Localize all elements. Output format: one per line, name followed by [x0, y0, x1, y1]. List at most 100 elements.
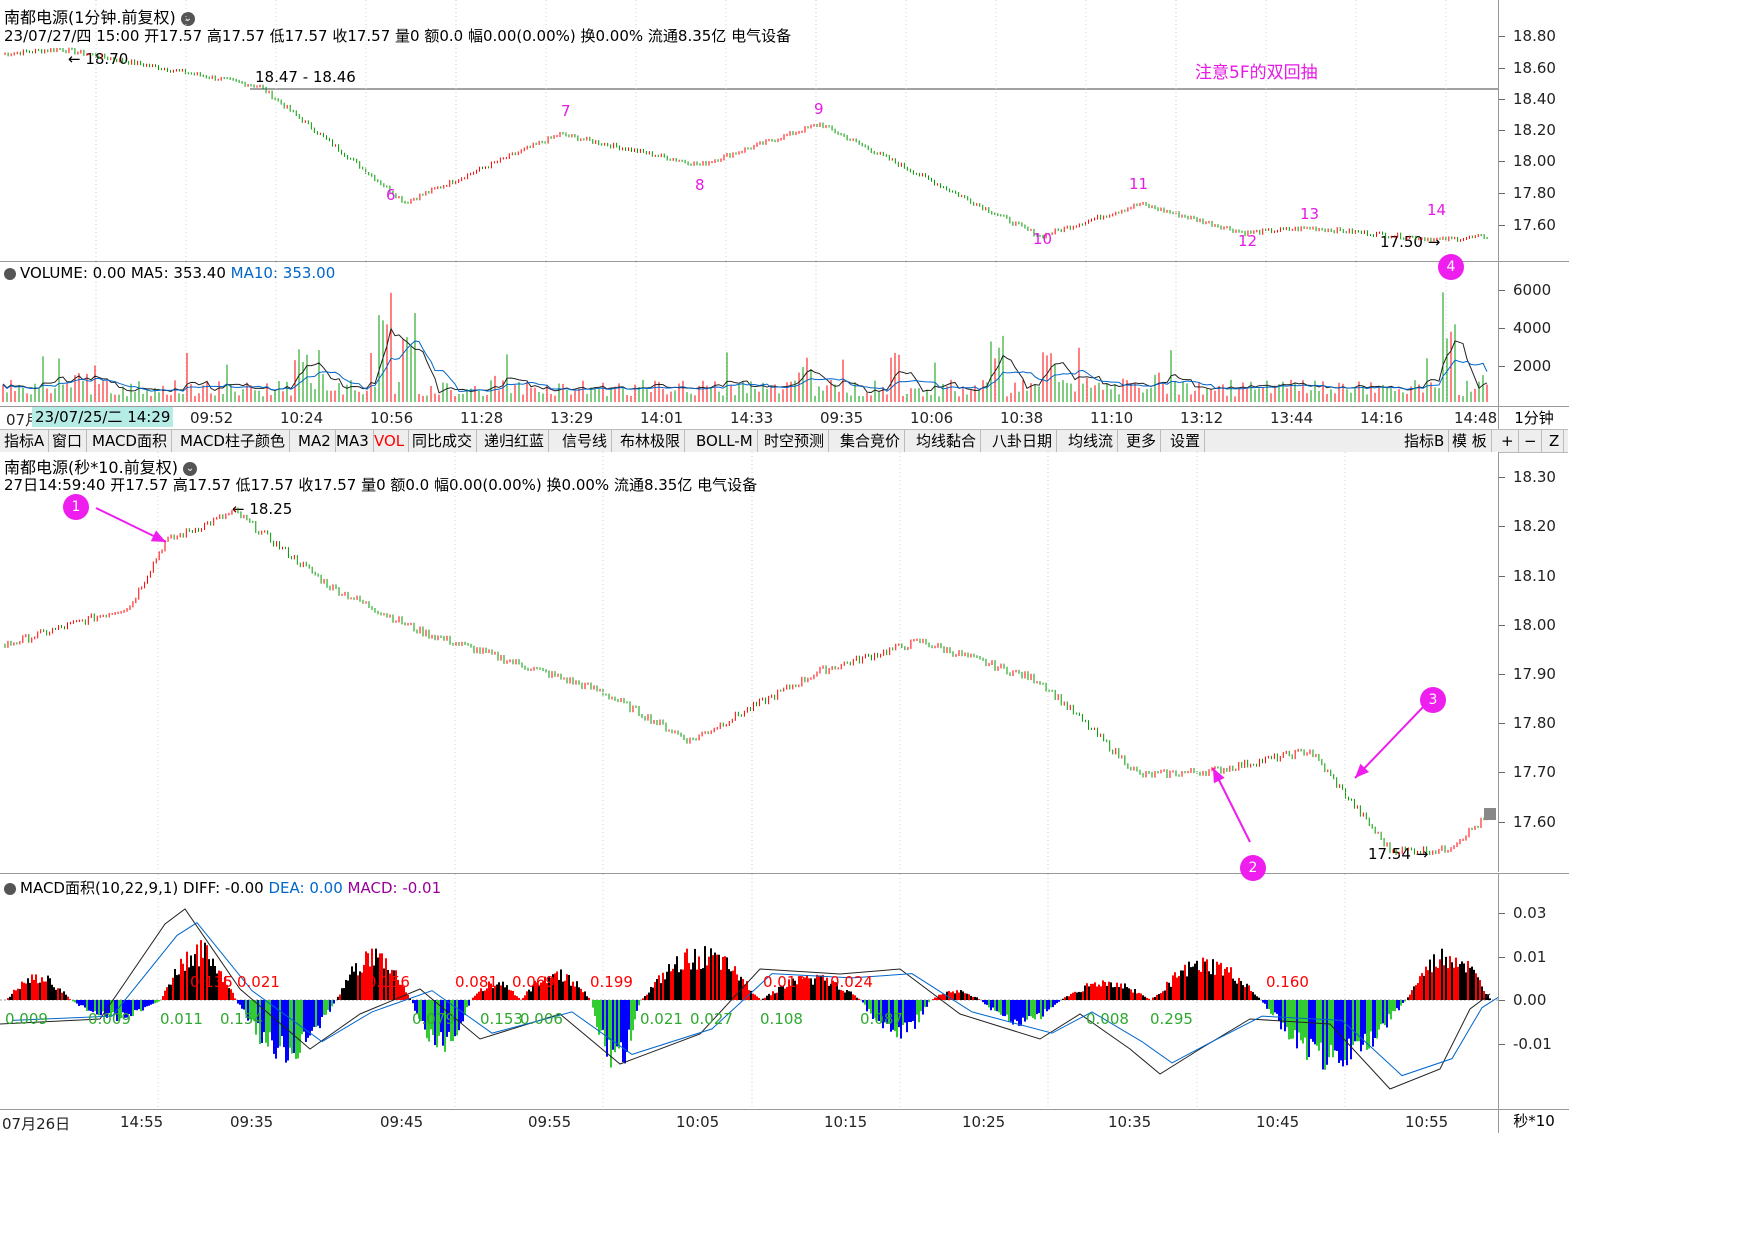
macd-bar [1455, 957, 1457, 1000]
toolbar-item-18[interactable]: 设置 [1166, 430, 1206, 452]
macd-bar [1481, 986, 1483, 1000]
macd-bar [275, 1000, 277, 1059]
chevron-down-icon[interactable] [4, 267, 16, 280]
volume-pane[interactable]: VOLUME: 0.00 MA5: 353.40 MA10: 353.00 [0, 261, 1498, 407]
toolbar-item-1[interactable]: 窗口 [48, 430, 88, 452]
time-tick-label: 09:52 [190, 409, 234, 427]
toolbar-item-15[interactable]: 八卦日期 [988, 430, 1058, 452]
toolbar-item-9[interactable]: 信号线 [558, 430, 613, 452]
macd-bar [580, 988, 582, 1000]
macd-bar [1062, 998, 1064, 1000]
macd-bar [1156, 994, 1158, 1000]
macd-bar [444, 1000, 446, 1052]
minute-chart-pane[interactable]: 南都电源(1分钟.前复权) ⌄ 23/07/27/四 15:00 开17.57 … [0, 0, 1498, 261]
macd-bar [800, 977, 802, 1000]
macd-bar [752, 993, 754, 1000]
macd-bar [186, 951, 188, 1000]
macd-bar [1070, 993, 1072, 1000]
toolbar-item-0[interactable]: 指标A [0, 430, 50, 452]
macd-bar [420, 1000, 422, 1022]
macd-bar [190, 955, 192, 1000]
toolbar-item-14[interactable]: 均线黏合 [912, 430, 982, 452]
macd-bar [150, 1000, 152, 1005]
macd-bar [232, 992, 234, 1000]
macd-bar [566, 974, 568, 1000]
macd-bar [1290, 1000, 1292, 1039]
macd-bar [578, 987, 580, 1000]
toolbar-item-3[interactable]: MACD柱子颜色 [176, 430, 290, 452]
macd-bar [59, 988, 61, 1000]
macd-bar [1280, 1000, 1282, 1030]
chevron-down-icon[interactable] [4, 882, 16, 895]
macd-bar [170, 984, 172, 1000]
macd-bar [588, 997, 590, 1000]
macd-bar [212, 958, 214, 1000]
macd-bar [369, 966, 371, 1000]
macd-bar [206, 945, 208, 1000]
toolbar-item-16[interactable]: 均线流 [1064, 430, 1119, 452]
tick-chart-pane[interactable]: 南都电源(秒*10.前复权) ⌄ 27日14:59:40 开17.57 高17.… [0, 452, 1498, 872]
macd-bar [498, 982, 500, 1000]
toolbar-item-12[interactable]: 时空预测 [760, 430, 830, 452]
macd-bar [806, 975, 808, 1000]
period-label[interactable]: 1分钟 [1498, 406, 1569, 430]
toolbar-item-13[interactable]: 集合竞价 [836, 430, 906, 452]
macd-bar [1040, 1000, 1042, 1020]
tick-period-label[interactable]: 秒*10 [1498, 1109, 1569, 1133]
macd-bar [67, 996, 69, 1000]
toolbar-right-item-2[interactable]: + [1497, 430, 1519, 452]
toolbar-item-17[interactable]: 更多 [1122, 430, 1162, 452]
macd-bar [1030, 1000, 1032, 1017]
macd-bar [1429, 959, 1431, 1000]
toolbar-right-item-1[interactable]: 模 板 [1448, 430, 1492, 452]
macd-bar [516, 996, 518, 1000]
toolbar-item-4[interactable]: MA2 [294, 430, 336, 452]
macd-bar [1272, 1000, 1274, 1016]
macd-bar [428, 1000, 430, 1042]
toolbar-item-7[interactable]: 同比成交 [408, 430, 478, 452]
macd-bar [1384, 1000, 1386, 1026]
toolbar-item-8[interactable]: 递归红蓝 [480, 430, 550, 452]
macd-bar [1098, 984, 1100, 1000]
macd-bar [918, 1000, 920, 1023]
macd-bar [942, 993, 944, 1000]
chevron-down-icon[interactable]: ⌄ [183, 461, 198, 476]
macd-bar [1284, 1000, 1286, 1032]
toolbar-item-10[interactable]: 布林极限 [616, 430, 686, 452]
macd-bar [708, 956, 710, 1000]
macd-bar [1056, 1000, 1058, 1004]
y-tick-label: -0.01 [1513, 1035, 1552, 1053]
macd-pane[interactable]: MACD面积(10,22,9,1) DIFF: -0.00 DEA: 0.00 … [0, 873, 1498, 1110]
macd-bar [982, 1000, 984, 1003]
macd-bar [216, 973, 218, 1000]
macd-bar [337, 996, 339, 1000]
toolbar-right-item-3[interactable]: − [1520, 430, 1542, 452]
macd-bar [208, 959, 210, 1000]
macd-bar [1246, 983, 1248, 1000]
toolbar-item-5[interactable]: MA3 [332, 430, 374, 452]
macd-bar [1348, 1000, 1350, 1039]
toolbar-right-item-4[interactable]: Z [1545, 430, 1565, 452]
macd-bar [480, 988, 482, 1000]
macd-bar [636, 1000, 638, 1011]
macd-bar [1024, 1000, 1026, 1022]
macd-bar [1413, 986, 1415, 1000]
y-tick-mark [1499, 526, 1505, 527]
toolbar-right-item-0[interactable]: 指标B [1400, 430, 1450, 452]
toolbar-item-2[interactable]: MACD面积 [88, 430, 172, 452]
macd-bar [508, 989, 510, 1000]
macd-bar [558, 979, 560, 1000]
macd-bar [1162, 991, 1164, 1000]
macd-bar [1116, 982, 1118, 1000]
macd-bar [602, 1000, 604, 1030]
ma10-line [2, 340, 1488, 392]
macd-bar [367, 953, 369, 1000]
toolbar-item-11[interactable]: BOLL-M [692, 430, 758, 452]
chevron-down-icon[interactable]: ⌄ [180, 11, 195, 26]
macd-bar [482, 991, 484, 1000]
macd-bar [1354, 1000, 1356, 1042]
macd-bar [714, 952, 716, 1000]
time-tick-label: 13:12 [1180, 409, 1224, 427]
macd-bar [464, 1000, 466, 1016]
toolbar-item-6[interactable]: VOL [370, 430, 410, 452]
